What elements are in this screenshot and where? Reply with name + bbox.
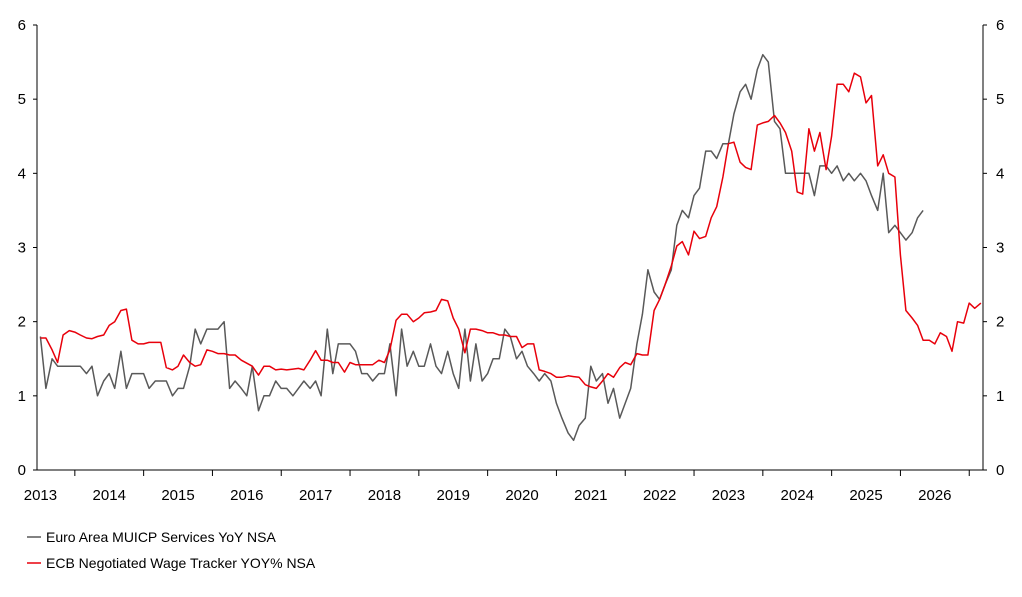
x-tick-label: 2022	[643, 487, 676, 504]
y-tick-label-left: 0	[18, 462, 26, 479]
y-axis-left: 0 1 2 3 4 5 6	[18, 17, 37, 479]
x-tick-label: 2014	[93, 487, 126, 504]
y-axis-right: 0 1 2 3 4 5 6	[983, 17, 1004, 479]
y-tick-label-right: 3	[996, 240, 1004, 257]
y-tick-label-right: 0	[996, 462, 1004, 479]
x-tick-label: 2021	[574, 487, 607, 504]
x-tick-label: 2016	[230, 487, 263, 504]
x-tick-label: 2023	[712, 487, 745, 504]
y-tick-label-left: 4	[18, 165, 26, 182]
legend-item-services: Euro Area MUICP Services YoY NSA	[27, 529, 276, 545]
y-tick-label-right: 2	[996, 314, 1004, 331]
legend-label-services: Euro Area MUICP Services YoY NSA	[46, 529, 276, 545]
x-tick-label: 2017	[299, 487, 332, 504]
legend-item-wage-tracker: ECB Negotiated Wage Tracker YOY% NSA	[27, 555, 316, 571]
plot-area	[36, 25, 984, 471]
x-tick-label: 2019	[437, 487, 470, 504]
x-axis: 2013 2014 2015 2016 2017 2018 2019 2020 2021 2022…	[24, 470, 970, 504]
y-tick-label-left: 3	[18, 240, 26, 257]
x-tick-label: 2015	[161, 487, 194, 504]
legend: Euro Area MUICP Services YoY NSA ECB Neg…	[27, 529, 316, 571]
y-tick-label-right: 1	[996, 388, 1004, 405]
series-line-wage-tracker	[40, 72, 982, 390]
y-tick-label-left: 1	[18, 388, 26, 405]
y-tick-label-right: 6	[996, 17, 1004, 34]
x-tick-label: 2024	[781, 487, 814, 504]
y-tick-label-left: 6	[18, 17, 26, 34]
series-layer	[39, 53, 982, 442]
y-tick-label-left: 5	[18, 91, 26, 108]
x-tick-label: 2013	[24, 487, 57, 504]
y-tick-label-right: 5	[996, 91, 1004, 108]
y-tick-label-right: 4	[996, 165, 1004, 182]
x-tick-label: 2020	[505, 487, 538, 504]
x-tick-label: 2018	[368, 487, 401, 504]
series-line-services	[39, 53, 924, 442]
x-tick-label: 2025	[849, 487, 882, 504]
x-tick-label: 2026	[918, 487, 951, 504]
legend-label-wage-tracker: ECB Negotiated Wage Tracker YOY% NSA	[46, 555, 316, 571]
y-tick-label-left: 2	[18, 314, 26, 331]
